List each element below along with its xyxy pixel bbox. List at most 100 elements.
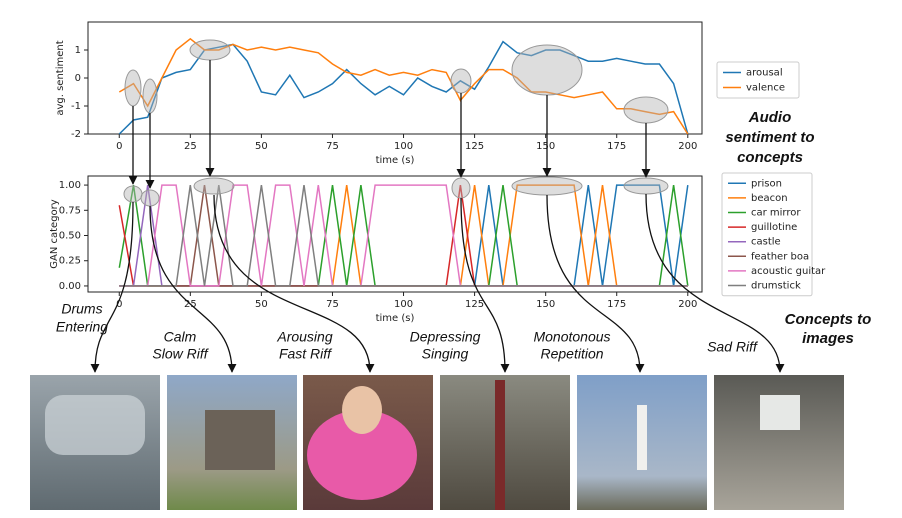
y-tick-label: 1: [75, 45, 81, 56]
highlights: [123, 39, 669, 207]
x-tick-label: 175: [607, 299, 626, 310]
x-tick-label: 25: [184, 141, 197, 152]
legend-label: feather boa: [751, 251, 809, 262]
x-tick-label: 150: [536, 299, 555, 310]
charts: 0 25 50 75 100 125 150 175 200 -2 -1 0 1 time (s) avg.…: [49, 21, 826, 324]
x-tick-label: 125: [465, 299, 484, 310]
y-tick-label: 0: [75, 73, 81, 84]
chart: 0 25 50 75 100 125 150 175 200 -2 -1 0 1 time (s) avg.…: [55, 21, 800, 166]
legend-label: beacon: [751, 193, 788, 204]
arrow: [213, 194, 375, 373]
arrow: [149, 205, 237, 373]
y-tick-label: 1.00: [59, 180, 81, 191]
series-line: [118, 184, 689, 287]
highlight: [450, 68, 472, 94]
annotation: Arousing: [276, 329, 332, 345]
highlight: [124, 69, 142, 107]
arrow: [90, 201, 134, 373]
legend-label: valence: [746, 83, 785, 94]
x-tick-label: 0: [116, 299, 122, 310]
annotation: Drums: [61, 301, 102, 317]
legend-label: car mirror: [751, 208, 801, 219]
x-tick-label: 75: [326, 299, 339, 310]
legend-label: castle: [751, 237, 781, 248]
series-line: [119, 184, 688, 287]
highlight: [142, 78, 158, 114]
y-tick-label: 0.25: [59, 256, 81, 267]
x-tick-label: 50: [255, 141, 268, 152]
generated-images: [30, 375, 844, 510]
series-line: [119, 184, 688, 287]
plot-frame: [87, 21, 703, 135]
highlight: [123, 185, 143, 203]
series-line: [118, 40, 689, 135]
lighthouse: [637, 405, 647, 470]
annotation: Singing: [422, 346, 469, 362]
legend-box: [716, 61, 800, 99]
x-tick-label: 200: [678, 299, 697, 310]
x-tick-label: 50: [255, 299, 268, 310]
y-axis-label: GAN category: [49, 199, 60, 269]
legend-label: prison: [751, 178, 782, 189]
arrow: [546, 194, 645, 373]
x-tick-label: 75: [326, 141, 339, 152]
highlight: [193, 177, 235, 195]
x-tick-label: 150: [536, 141, 555, 152]
plot-frame: [87, 175, 703, 293]
legend-label: drumstick: [751, 281, 801, 292]
annotation: Entering: [56, 319, 108, 335]
face: [342, 386, 382, 434]
annotation: Audio: [748, 109, 792, 126]
chart: 0 25 50 75 100 125 150 175 2000.000.250.500.751.…: [49, 172, 826, 324]
annotation: Depressing: [410, 329, 481, 345]
y-tick-label: 0.50: [59, 231, 81, 242]
post: [495, 380, 505, 510]
series-line: [119, 184, 688, 287]
legend-label: arousal: [746, 68, 783, 79]
y-axis-label: avg. sentiment: [55, 40, 66, 115]
y-tick-label: 0.75: [59, 205, 81, 216]
window: [760, 395, 800, 430]
annotation: Calm: [164, 329, 197, 345]
x-tick-label: 125: [465, 141, 484, 152]
annotations: Audio sentiment to concepts Drums Entering Ca…: [56, 109, 871, 362]
x-tick-label: 200: [678, 141, 697, 152]
annotation: Repetition: [540, 346, 603, 362]
legend-label: guillotine: [751, 222, 797, 233]
arrow: [645, 193, 785, 373]
legend-label: acoustic guitar: [751, 266, 826, 277]
annotation: Sad Riff: [707, 339, 759, 355]
highlight: [623, 96, 669, 124]
annotation: sentiment to: [725, 129, 814, 146]
annotation: Slow Riff: [152, 346, 209, 362]
boa-shape: [307, 410, 417, 500]
series-line: [119, 184, 688, 287]
x-axis-label: time (s): [376, 313, 415, 324]
arrow: [460, 197, 510, 373]
x-tick-label: 0: [116, 141, 122, 152]
series-line: [119, 184, 688, 287]
legend-box: [721, 172, 813, 297]
annotation: images: [802, 330, 854, 347]
highlight: [451, 177, 471, 199]
highlight: [511, 44, 583, 96]
series-line: [118, 37, 689, 135]
annotation: Monotonous: [533, 329, 610, 345]
y-tick-label: -2: [71, 129, 81, 140]
annotation: concepts: [737, 149, 803, 166]
x-tick-label: 175: [607, 141, 626, 152]
arrows: [90, 60, 785, 373]
highlight: [189, 39, 231, 61]
highlight: [140, 189, 160, 207]
y-tick-label: 0.00: [59, 281, 81, 292]
series-line: [118, 184, 688, 287]
x-axis-label: time (s): [376, 155, 415, 166]
highlight: [623, 177, 669, 195]
x-tick-label: 100: [394, 299, 413, 310]
x-tick-label: 100: [394, 141, 413, 152]
mirror: [45, 395, 145, 455]
highlight: [511, 176, 583, 196]
annotation: Concepts to: [785, 311, 872, 328]
annotation: Fast Riff: [279, 346, 333, 362]
